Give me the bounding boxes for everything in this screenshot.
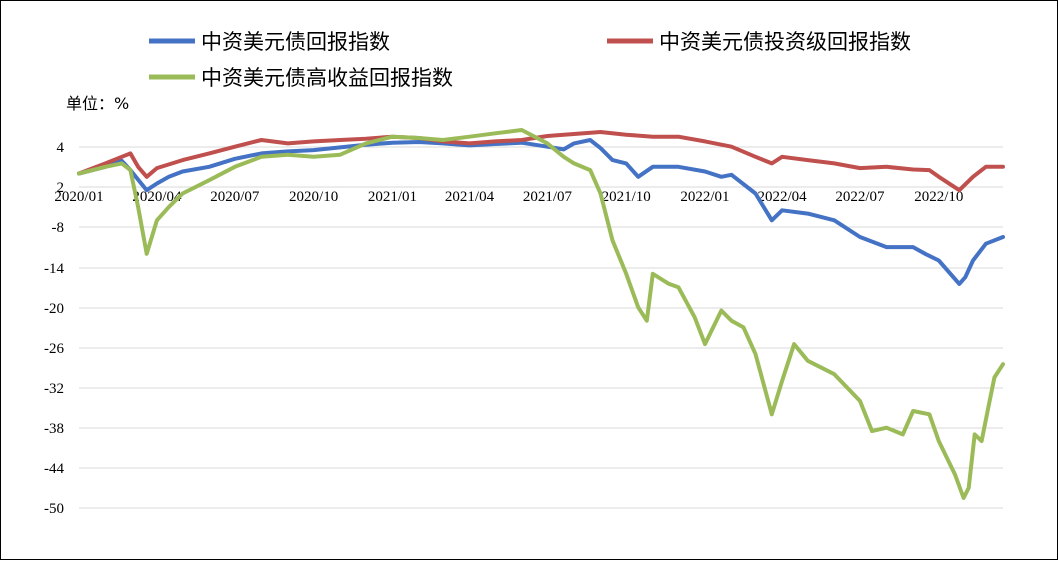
y-tick-label: -26 xyxy=(44,341,64,357)
y-tick-label: -20 xyxy=(44,301,64,317)
gridlines xyxy=(79,146,1003,509)
x-tick-label: 2022/04 xyxy=(757,189,807,205)
x-tick-label: 2020/07 xyxy=(210,189,260,205)
x-tick-label: 2022/01 xyxy=(680,189,729,205)
y-tick-label: -50 xyxy=(44,501,64,517)
legend-label: 中资美元债投资级回报指数 xyxy=(659,30,911,54)
x-tick-label: 2021/07 xyxy=(523,189,573,205)
y-tick-label: 2 xyxy=(57,180,65,196)
x-tick-label: 2022/07 xyxy=(835,189,885,205)
x-tick-label: 2020/01 xyxy=(54,189,103,205)
x-tick-label: 2020/04 xyxy=(132,189,182,205)
x-tick-label: 2021/04 xyxy=(445,189,495,205)
series-line-1 xyxy=(77,138,1005,286)
y-tick-label: -14 xyxy=(44,261,64,277)
y-tick-label: 4 xyxy=(57,140,65,156)
series-line-3 xyxy=(77,128,1005,500)
y-axis-ticks: 4 2 -8 -14 -20 -26 -32 -38 -44 -50 xyxy=(44,140,65,517)
y-tick-label: -44 xyxy=(44,461,64,477)
y-tick-label: -38 xyxy=(44,421,64,437)
legend-label: 中资美元债高收益回报指数 xyxy=(201,66,453,90)
x-tick-label: 2021/01 xyxy=(368,189,417,205)
x-tick-label: 2021/10 xyxy=(602,189,651,205)
x-tick-label: 2020/10 xyxy=(289,189,338,205)
series-line-2 xyxy=(77,130,1005,193)
y-unit-label: 单位：% xyxy=(66,94,129,113)
x-axis-ticks: 2020/01 2020/04 2020/07 2020/10 2021/01 2021/… xyxy=(54,189,963,205)
y-tick-label: -32 xyxy=(44,381,64,397)
series-lines xyxy=(77,128,1005,500)
y-tick-label: -8 xyxy=(52,220,65,236)
x-tick-label: 2022/10 xyxy=(914,189,963,205)
legend-label: 中资美元债回报指数 xyxy=(201,30,390,54)
